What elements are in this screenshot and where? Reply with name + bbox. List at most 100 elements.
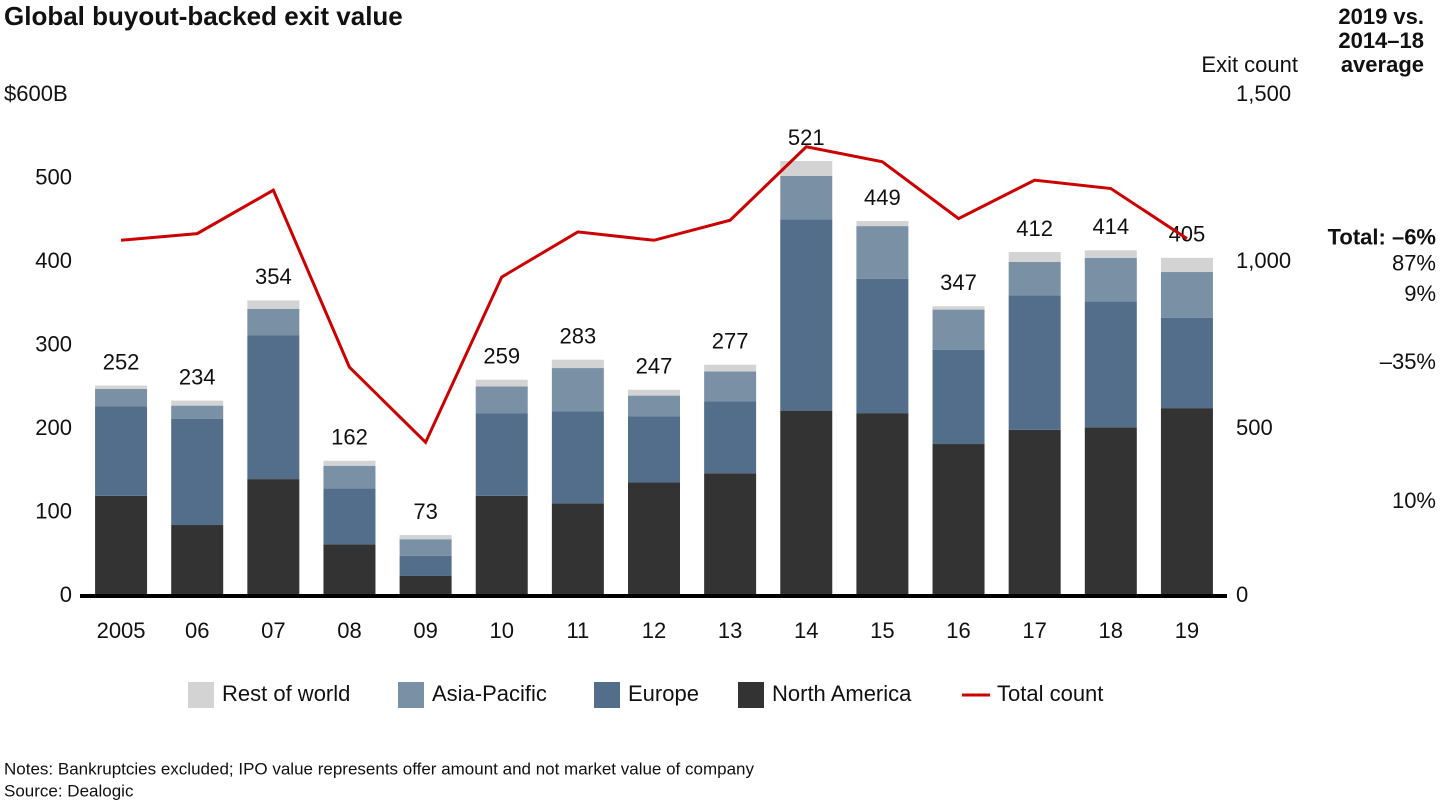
bar-segment: [399, 535, 452, 540]
bar-segment: [95, 406, 148, 496]
bar-segment: [1008, 295, 1061, 430]
legend-swatch: [738, 682, 764, 708]
comparison-title: average: [1341, 52, 1424, 77]
total-label: 347: [940, 270, 977, 295]
bar-segment: [780, 175, 833, 220]
bar-segment: [856, 221, 909, 227]
legend-swatch: [188, 682, 214, 708]
bar-segment: [856, 226, 909, 279]
total-label: 247: [636, 354, 673, 379]
legend-label: Total count: [997, 681, 1103, 706]
y2-tick-label: 500: [1236, 415, 1273, 440]
bar-segment: [399, 555, 452, 576]
y-tick-label: 100: [35, 498, 72, 523]
x-tick-label: 2005: [97, 618, 146, 643]
bar-segment: [704, 371, 757, 402]
y2-tick-label: 0: [1236, 582, 1248, 607]
x-tick-label: 19: [1175, 618, 1199, 643]
total-label: 414: [1092, 214, 1129, 239]
chart-title: Global buyout-backed exit value: [4, 1, 403, 31]
bar-segment: [932, 349, 985, 445]
total-count-line: [120, 145, 1188, 445]
notes: Notes: Bankruptcies excluded; IPO value …: [4, 759, 754, 778]
segment-change: –35%: [1380, 349, 1436, 374]
bar-segment: [932, 306, 985, 310]
bar-segment: [1160, 272, 1213, 318]
total-label: 259: [483, 344, 520, 369]
x-tick-label: 16: [946, 618, 970, 643]
bar-segment: [704, 401, 757, 474]
total-label: 234: [179, 364, 216, 389]
bar-segment: [247, 308, 300, 336]
bar-segment: [247, 300, 300, 309]
bar-segment: [475, 413, 528, 496]
y-tick-label: 400: [35, 248, 72, 273]
bar-segment: [551, 503, 604, 596]
x-tick-label: 08: [337, 618, 361, 643]
bar-segment: [323, 544, 376, 596]
bar-segment: [1084, 427, 1137, 596]
x-tick-label: 13: [718, 618, 742, 643]
bar-segment: [95, 388, 148, 407]
bar-segment: [171, 418, 224, 526]
bar-segment: [628, 395, 680, 417]
total-label: 73: [413, 499, 437, 524]
bar-segment: [704, 364, 757, 372]
bar-segment: [628, 389, 680, 396]
bar-segment: [628, 416, 680, 483]
y-tick-label: 300: [35, 331, 72, 356]
bar-segment: [780, 410, 833, 596]
bar-segment: [1084, 301, 1137, 428]
comparison-title: 2019 vs.: [1338, 4, 1424, 29]
total-label: 405: [1169, 222, 1206, 247]
bar-segment: [551, 411, 604, 504]
source: Source: Dealogic: [4, 781, 134, 800]
bar-segment: [856, 413, 909, 596]
total-change: Total: –6%: [1328, 224, 1436, 249]
bar-segment: [399, 539, 452, 556]
x-tick-label: 17: [1022, 618, 1046, 643]
y-tick-label: 200: [35, 415, 72, 440]
x-tick-label: 15: [870, 618, 894, 643]
x-tick-label: 14: [794, 618, 818, 643]
bar-segment: [1008, 262, 1061, 296]
y2-tick-label: 1,000: [1236, 248, 1291, 273]
bar-segment: [247, 479, 300, 596]
total-label: 354: [255, 264, 292, 289]
total-label: 449: [864, 185, 901, 210]
y2-axis-label: Exit count: [1201, 52, 1298, 77]
bar-segment: [171, 405, 224, 419]
total-label: 277: [712, 329, 749, 354]
y-tick-label: 0: [60, 582, 72, 607]
bar-segment: [95, 495, 148, 596]
segment-change: 9%: [1404, 281, 1436, 306]
y2-tick-label: 1,500: [1236, 81, 1291, 106]
legend-label: North America: [772, 681, 912, 706]
legend-swatch: [594, 682, 620, 708]
legend-label: Europe: [628, 681, 699, 706]
bar-segment: [932, 309, 985, 350]
bar-segment: [551, 359, 604, 369]
bar-segment: [1160, 317, 1213, 409]
total-label: 412: [1016, 216, 1053, 241]
bar-segment: [323, 488, 376, 545]
y-tick-label: $600B: [4, 81, 68, 106]
legend-label: Rest of world: [222, 681, 350, 706]
legend-label: Asia-Pacific: [432, 681, 547, 706]
bar-segment: [780, 219, 833, 411]
bar-segment: [399, 575, 452, 596]
total-label: 283: [560, 324, 597, 349]
bar-segment: [1160, 257, 1213, 273]
bar-segment: [323, 460, 376, 466]
bar-segment: [704, 473, 757, 596]
bar-segment: [932, 444, 985, 596]
total-label: 252: [103, 349, 140, 374]
segment-change: 87%: [1392, 251, 1436, 276]
bar-segment: [780, 160, 833, 176]
bar-segment: [95, 385, 148, 389]
x-tick-label: 12: [642, 618, 666, 643]
segment-change: 10%: [1392, 488, 1436, 513]
bar-segment: [1008, 251, 1061, 262]
x-tick-label: 07: [261, 618, 285, 643]
